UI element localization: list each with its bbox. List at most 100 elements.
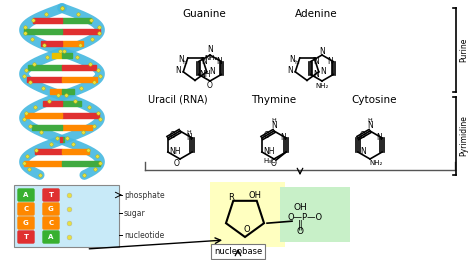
Text: nucleotide: nucleotide (124, 231, 164, 239)
FancyBboxPatch shape (43, 231, 59, 243)
Text: OH: OH (248, 191, 262, 199)
Text: O—P—O: O—P—O (288, 213, 323, 223)
Bar (24, 29, 62, 34)
Bar (62, 41, 83, 46)
Text: Pyrimidine: Pyrimidine (459, 115, 468, 157)
Text: O: O (207, 81, 213, 89)
Text: sugar: sugar (124, 209, 146, 218)
Text: OH: OH (293, 204, 307, 212)
Text: NH: NH (169, 147, 181, 157)
Text: O: O (360, 131, 366, 140)
Text: H: H (187, 131, 191, 135)
Text: O: O (297, 228, 303, 237)
Text: H₃C: H₃C (264, 158, 276, 164)
Text: N: N (217, 57, 222, 66)
Text: NH: NH (199, 70, 210, 79)
Text: N: N (209, 67, 215, 76)
Text: N: N (376, 133, 382, 142)
Text: H: H (368, 119, 373, 123)
Text: N: N (280, 133, 286, 142)
Text: N: N (178, 55, 183, 63)
Bar (60, 137, 62, 142)
FancyBboxPatch shape (18, 231, 34, 243)
Text: O: O (174, 159, 180, 167)
Text: Thymine: Thymine (251, 95, 297, 105)
FancyBboxPatch shape (18, 203, 34, 215)
Text: NH₂: NH₂ (315, 83, 328, 89)
Text: G: G (48, 206, 54, 212)
FancyBboxPatch shape (18, 189, 34, 201)
Text: T: T (48, 192, 54, 198)
Bar (62, 17, 91, 23)
Text: Cytosine: Cytosine (351, 95, 397, 105)
FancyBboxPatch shape (43, 189, 59, 201)
Bar (52, 53, 62, 58)
Text: A: A (23, 192, 29, 198)
Text: G: G (23, 220, 29, 226)
Text: N: N (313, 70, 319, 79)
Text: O: O (170, 131, 176, 140)
Text: A: A (48, 234, 54, 240)
FancyBboxPatch shape (211, 244, 265, 259)
Text: C: C (48, 220, 54, 226)
Text: C: C (23, 206, 28, 212)
Bar (41, 41, 62, 46)
Text: Adenine: Adenine (295, 9, 337, 19)
Bar (62, 160, 100, 166)
Bar (62, 125, 92, 130)
Text: N: N (207, 46, 213, 55)
Bar (62, 65, 96, 70)
Text: H: H (182, 60, 187, 64)
Text: Uracil (RNA): Uracil (RNA) (148, 95, 208, 105)
Bar (62, 113, 100, 118)
Bar (24, 160, 62, 166)
Bar (62, 29, 100, 34)
FancyBboxPatch shape (18, 217, 34, 229)
Text: Guanine: Guanine (182, 9, 226, 19)
Text: NH₂: NH₂ (204, 55, 218, 61)
Text: N: N (175, 66, 181, 75)
Bar (14, 185, 119, 247)
Text: R: R (228, 192, 234, 202)
Bar (62, 89, 74, 94)
Text: N: N (186, 133, 192, 142)
Text: Purine: Purine (459, 38, 468, 62)
Text: N: N (360, 147, 366, 157)
Text: NH₂: NH₂ (369, 160, 383, 166)
Bar (33, 17, 62, 23)
Bar (32, 125, 62, 130)
Text: H: H (272, 119, 276, 123)
Text: N: N (289, 55, 295, 63)
Text: phosphate: phosphate (124, 191, 164, 199)
Text: N: N (287, 66, 293, 75)
Bar (62, 101, 82, 106)
FancyBboxPatch shape (43, 217, 59, 229)
Text: N: N (320, 67, 326, 76)
Bar (62, 53, 72, 58)
Text: O: O (264, 131, 270, 140)
Bar (62, 77, 97, 82)
Text: nucleobase: nucleobase (214, 246, 262, 256)
Text: N: N (319, 47, 325, 55)
Text: H: H (294, 60, 299, 64)
Text: T: T (24, 234, 28, 240)
Text: N: N (271, 121, 277, 131)
Bar (28, 65, 62, 70)
Text: ‖: ‖ (298, 220, 302, 230)
Text: NH: NH (263, 147, 274, 157)
Bar (25, 113, 62, 118)
Bar (62, 137, 64, 142)
Text: N: N (367, 121, 373, 131)
Text: N: N (201, 57, 207, 66)
Text: N: N (313, 57, 319, 66)
Text: N: N (328, 57, 333, 66)
Text: O: O (244, 224, 250, 233)
Text: O: O (271, 159, 277, 167)
Bar (50, 89, 62, 94)
Bar (210, 182, 285, 247)
Bar (62, 148, 90, 154)
Bar (43, 101, 62, 106)
FancyBboxPatch shape (43, 203, 59, 215)
Bar (280, 187, 350, 242)
Bar (35, 148, 62, 154)
